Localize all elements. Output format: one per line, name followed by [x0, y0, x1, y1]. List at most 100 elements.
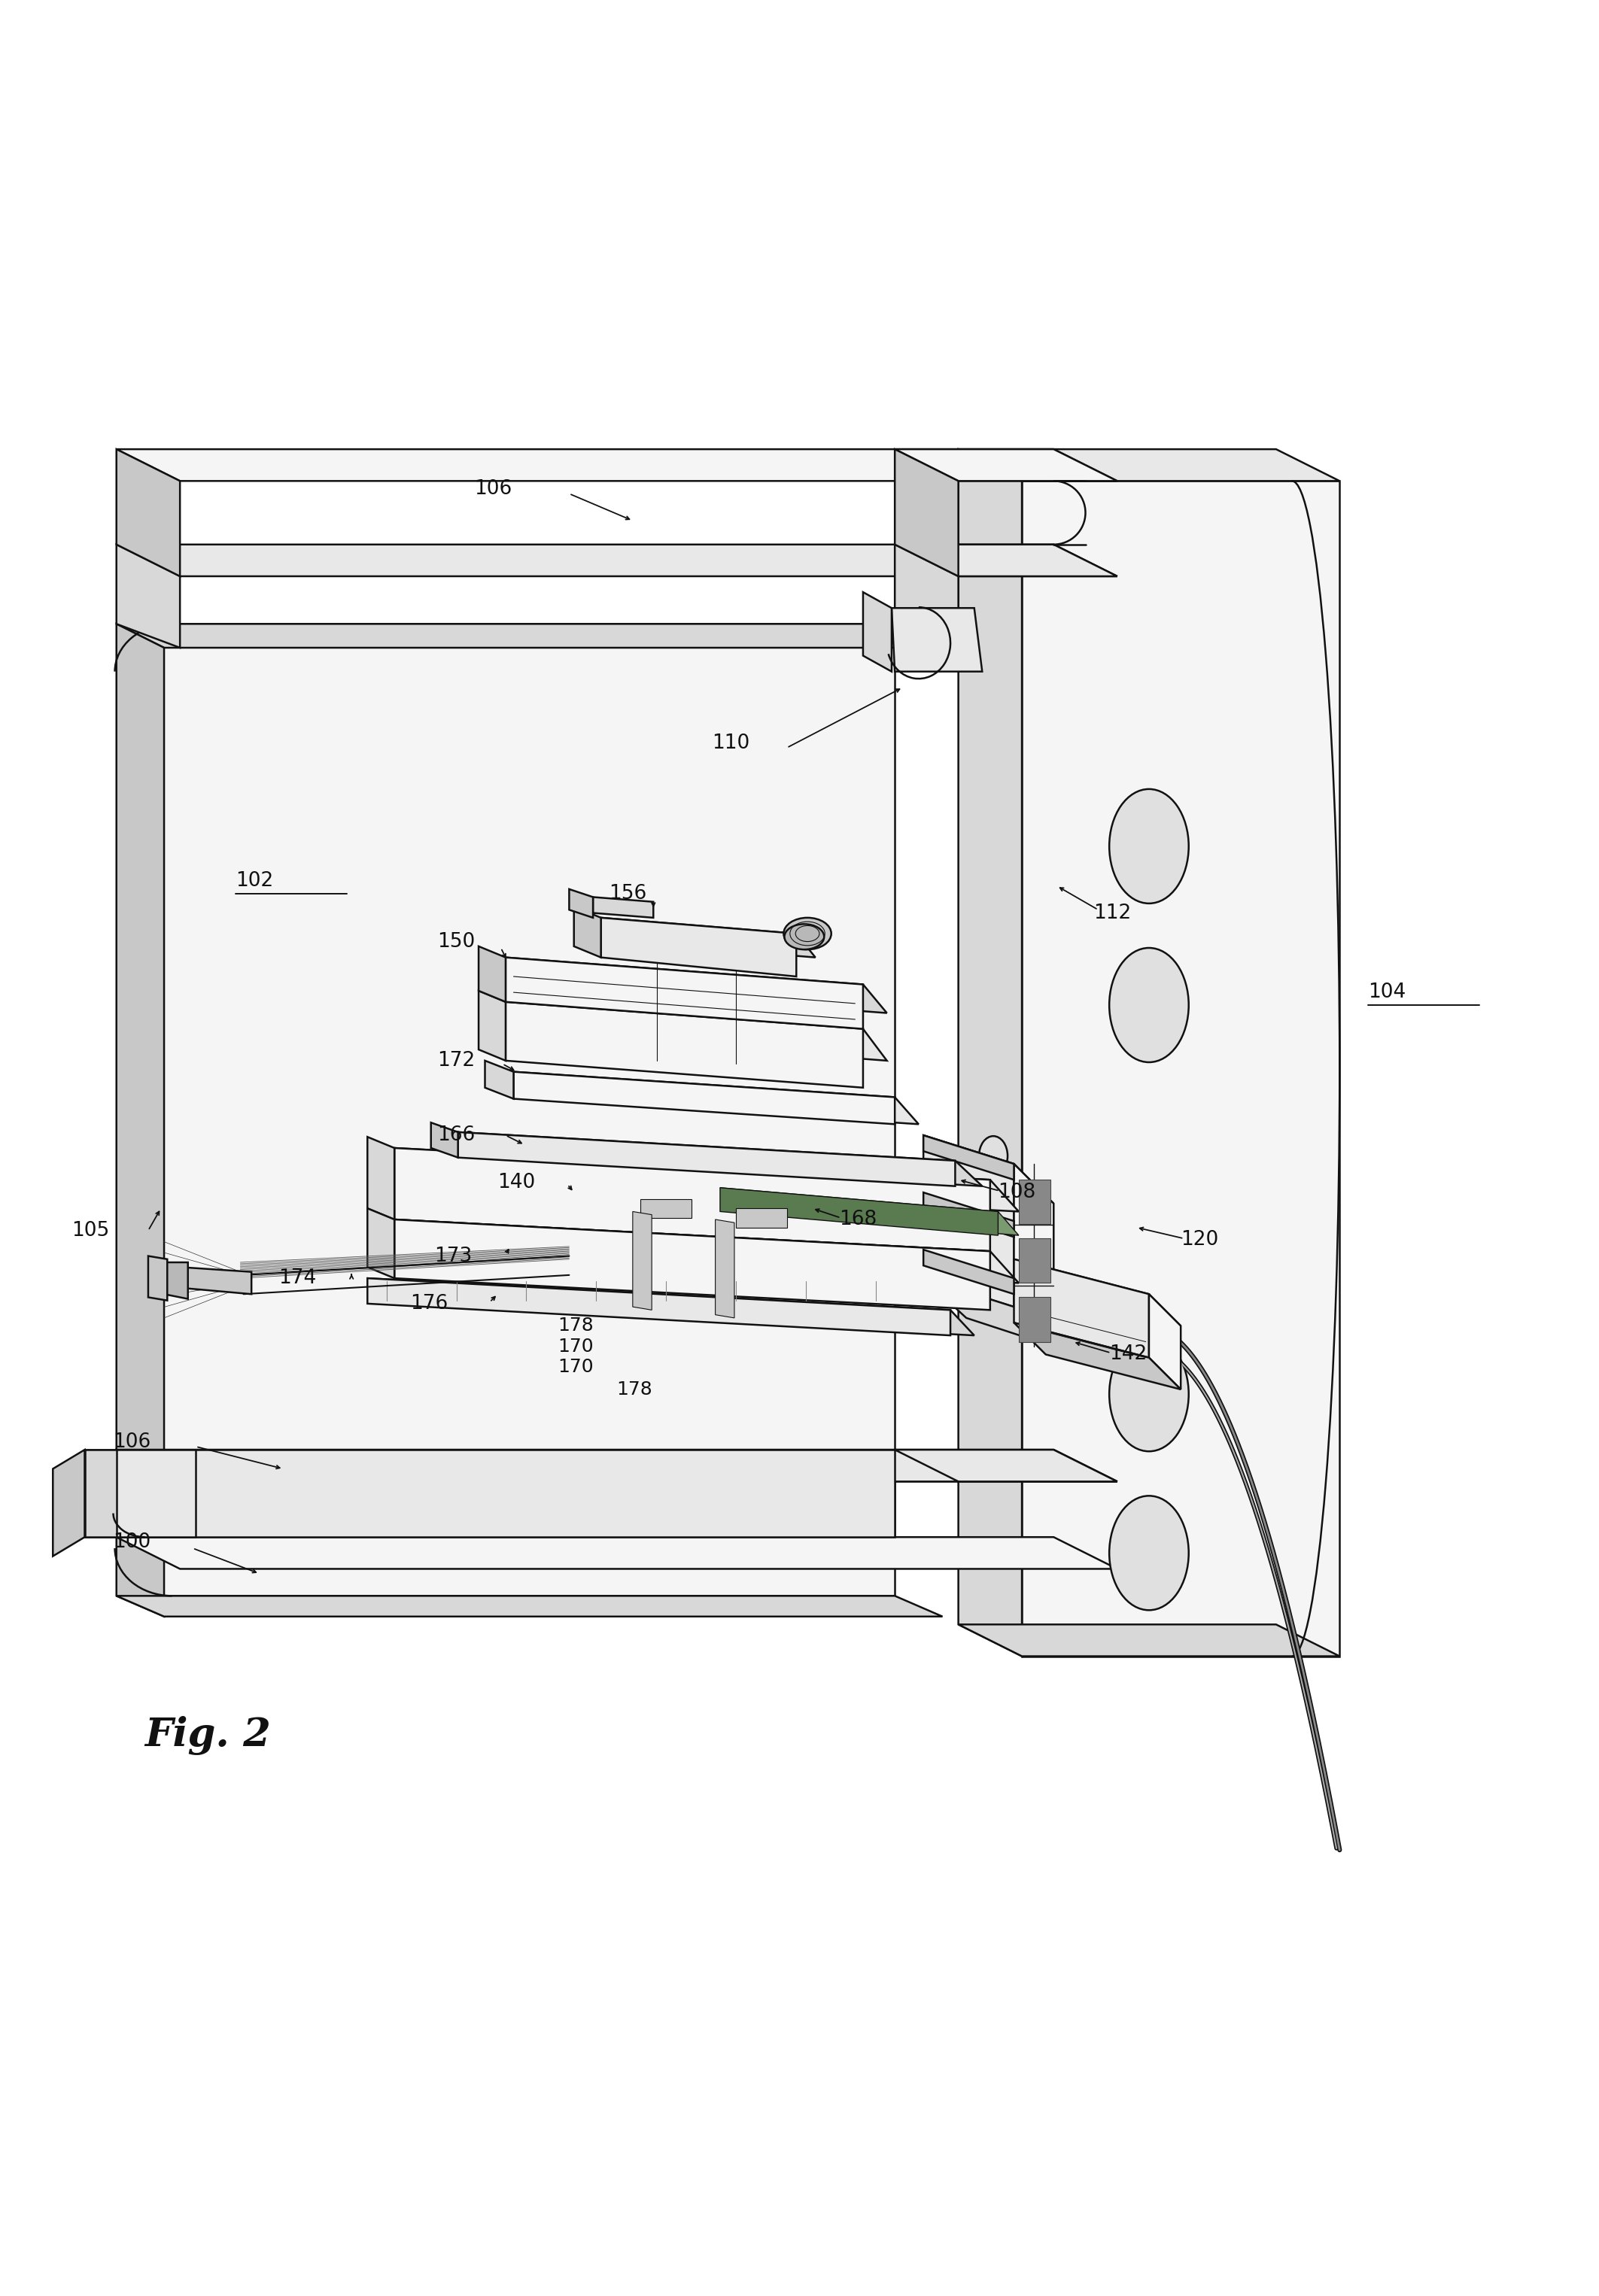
Ellipse shape	[784, 918, 831, 951]
Ellipse shape	[979, 1137, 1007, 1176]
Polygon shape	[505, 957, 887, 1013]
Polygon shape	[1150, 1295, 1180, 1389]
Polygon shape	[895, 450, 1118, 480]
Polygon shape	[117, 625, 895, 1596]
Polygon shape	[923, 1134, 1054, 1203]
Polygon shape	[736, 1208, 787, 1228]
Polygon shape	[513, 1072, 895, 1125]
Polygon shape	[633, 1212, 652, 1311]
Polygon shape	[1019, 1180, 1051, 1224]
Polygon shape	[165, 1263, 189, 1300]
Polygon shape	[368, 1279, 974, 1336]
Polygon shape	[601, 918, 815, 957]
Polygon shape	[85, 1449, 117, 1536]
Text: 178: 178	[617, 1380, 652, 1398]
Text: 150: 150	[437, 932, 475, 951]
Polygon shape	[505, 1001, 863, 1088]
Polygon shape	[895, 1449, 1118, 1481]
Polygon shape	[958, 450, 1340, 480]
Polygon shape	[958, 1626, 1340, 1655]
Polygon shape	[923, 1134, 1014, 1306]
Text: 156: 156	[609, 884, 646, 905]
Polygon shape	[1019, 1297, 1051, 1341]
Polygon shape	[478, 946, 505, 1001]
Polygon shape	[117, 1449, 1118, 1481]
Polygon shape	[478, 992, 505, 1061]
Polygon shape	[117, 625, 165, 1616]
Polygon shape	[117, 1536, 1118, 1568]
Polygon shape	[923, 1192, 1014, 1238]
Polygon shape	[958, 450, 1022, 1655]
Polygon shape	[1022, 480, 1340, 1655]
Text: 100: 100	[114, 1531, 150, 1552]
Polygon shape	[368, 1208, 395, 1279]
Polygon shape	[181, 1267, 251, 1295]
Polygon shape	[505, 1001, 887, 1061]
Polygon shape	[923, 1134, 1014, 1180]
Text: 176: 176	[411, 1295, 448, 1313]
Text: 105: 105	[72, 1221, 110, 1240]
Polygon shape	[641, 1199, 691, 1217]
Text: 174: 174	[278, 1267, 317, 1288]
Polygon shape	[1014, 1258, 1180, 1325]
Polygon shape	[395, 1219, 990, 1311]
Polygon shape	[117, 544, 1118, 576]
Polygon shape	[505, 957, 863, 1029]
Text: 178: 178	[558, 1318, 593, 1334]
Polygon shape	[117, 450, 1118, 480]
Polygon shape	[1014, 1322, 1180, 1389]
Polygon shape	[923, 1249, 1014, 1295]
Polygon shape	[117, 1449, 895, 1536]
Polygon shape	[53, 1449, 85, 1557]
Text: 168: 168	[839, 1210, 876, 1228]
Text: 140: 140	[497, 1173, 536, 1192]
Polygon shape	[1014, 1164, 1054, 1345]
Polygon shape	[117, 544, 181, 647]
Ellipse shape	[1110, 1495, 1188, 1609]
Polygon shape	[601, 918, 796, 976]
Text: 166: 166	[437, 1125, 475, 1146]
Polygon shape	[1014, 1258, 1150, 1357]
Polygon shape	[923, 1279, 1054, 1345]
Ellipse shape	[1110, 1336, 1188, 1451]
Ellipse shape	[1110, 948, 1188, 1063]
Polygon shape	[593, 898, 654, 918]
Polygon shape	[85, 1449, 195, 1536]
Polygon shape	[574, 907, 601, 957]
Text: 172: 172	[437, 1052, 475, 1070]
Polygon shape	[117, 625, 942, 647]
Polygon shape	[715, 1219, 734, 1318]
Text: 106: 106	[473, 480, 512, 498]
Polygon shape	[368, 1137, 395, 1219]
Polygon shape	[368, 1279, 950, 1336]
Polygon shape	[432, 1123, 457, 1157]
Text: 170: 170	[558, 1339, 593, 1355]
Text: Fig. 2: Fig. 2	[146, 1715, 272, 1754]
Polygon shape	[149, 1256, 168, 1300]
Polygon shape	[892, 608, 982, 670]
Polygon shape	[484, 1061, 513, 1100]
Text: 108: 108	[998, 1182, 1036, 1203]
Polygon shape	[395, 1148, 1019, 1212]
Text: 170: 170	[558, 1359, 593, 1375]
Text: 112: 112	[1094, 902, 1130, 923]
Polygon shape	[395, 1219, 1019, 1283]
Polygon shape	[720, 1187, 998, 1235]
Polygon shape	[117, 1449, 181, 1561]
Polygon shape	[513, 1072, 919, 1125]
Polygon shape	[895, 450, 958, 576]
Polygon shape	[117, 450, 181, 576]
Polygon shape	[895, 544, 1118, 576]
Text: 104: 104	[1369, 983, 1406, 1001]
Polygon shape	[720, 1187, 1019, 1235]
Polygon shape	[863, 592, 892, 670]
Text: 120: 120	[1180, 1231, 1218, 1249]
Text: 173: 173	[435, 1247, 472, 1265]
Text: 142: 142	[1110, 1345, 1146, 1364]
Text: 102: 102	[235, 872, 273, 891]
Text: 106: 106	[114, 1433, 150, 1451]
Text: 110: 110	[712, 732, 750, 753]
Polygon shape	[1019, 1238, 1051, 1283]
Polygon shape	[457, 1132, 982, 1187]
Polygon shape	[895, 544, 958, 647]
